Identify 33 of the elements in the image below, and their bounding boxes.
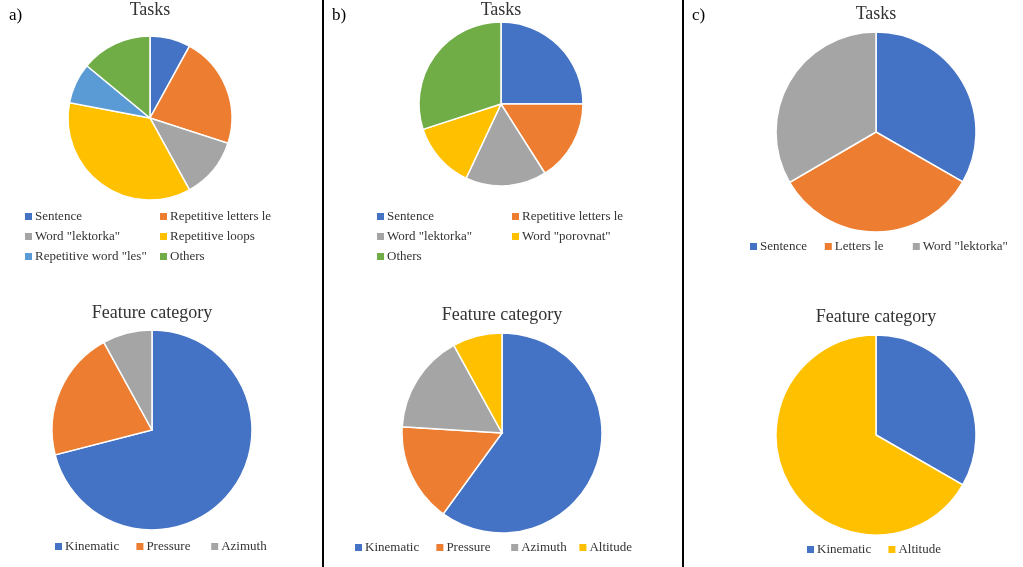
legend-label: Letters le (834, 238, 884, 253)
legend-label: Altitude (589, 539, 633, 554)
chart-title: Tasks (480, 0, 522, 19)
legend-label: Word "porovnat" (522, 228, 611, 243)
text: c) (692, 5, 706, 24)
legend-label: Altitude (898, 541, 942, 556)
legend-label: Kinematic (365, 539, 420, 554)
legend-label: Pressure (446, 539, 491, 554)
legend-label: Word "lektorka" (35, 228, 121, 243)
legend-label: Others (170, 248, 205, 263)
legend-label: Kinematic (65, 538, 120, 553)
legend-label: Sentence (387, 208, 435, 223)
chart-title: Feature category (815, 306, 937, 326)
legend-label: Sentence (760, 238, 808, 253)
legend-label: Word "lektorka" (387, 228, 473, 243)
legend-label: Others (387, 248, 422, 263)
chart-title: Feature category (91, 302, 213, 322)
legend-label: Repetitive word "les" (35, 248, 147, 263)
legend-label: Repetitive loops (170, 228, 255, 243)
legend-label: Sentence (35, 208, 83, 223)
text: b) (332, 5, 347, 24)
legend-label: Pressure (146, 538, 191, 553)
pie-slice (54, 329, 253, 531)
legend-label: Repetitive letters le (522, 208, 624, 223)
legend-label: Word "lektorka" (922, 238, 1008, 253)
legend-label: Kinematic (817, 541, 872, 556)
chart-title: Tasks (129, 0, 171, 19)
chart-title: Tasks (855, 3, 897, 23)
chart-title: Feature category (441, 304, 563, 324)
legend-label: Azimuth (521, 539, 568, 554)
legend-label: Azimuth (221, 538, 268, 553)
legend-label: Repetitive letters le (170, 208, 272, 223)
text: a) (9, 5, 23, 24)
